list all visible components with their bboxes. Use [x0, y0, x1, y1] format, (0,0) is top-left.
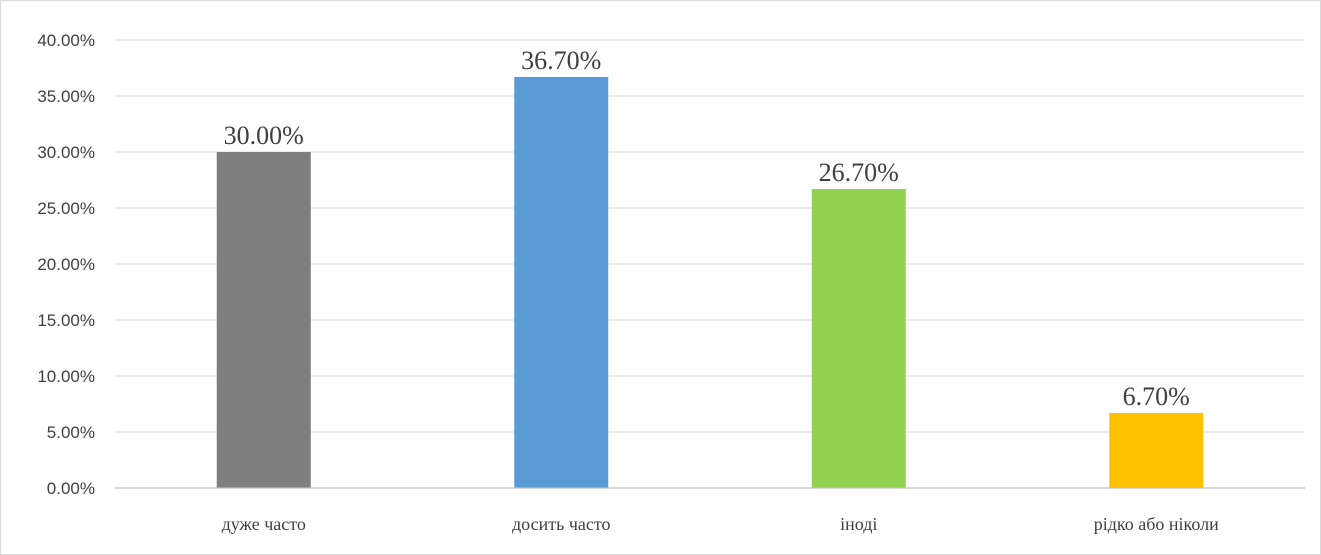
x-tick-label: досить часто — [512, 514, 610, 534]
y-tick-label: 20.00% — [37, 255, 95, 274]
y-tick-label: 30.00% — [37, 143, 95, 162]
data-label: 36.70% — [521, 46, 601, 75]
bar — [1109, 412, 1204, 488]
data-labels: 30.00% 36.70% 26.70% 6.70% — [224, 46, 1190, 411]
y-tick-label: 0.00% — [47, 479, 95, 498]
y-tick-label: 35.00% — [37, 87, 95, 106]
gridlines — [115, 39, 1305, 433]
x-axis-ticks: дуже часто досить часто іноді рідко або нік… — [222, 514, 1219, 534]
y-tick-label: 40.00% — [37, 31, 95, 50]
x-tick-label: дуже часто — [222, 514, 306, 534]
y-tick-label: 5.00% — [47, 423, 95, 442]
bar — [811, 188, 906, 488]
y-tick-label: 15.00% — [37, 311, 95, 330]
data-label: 30.00% — [224, 121, 304, 150]
y-axis-ticks: 0.00% 5.00% 10.00% 15.00% 20.00% 25.00% 30.00%… — [37, 31, 95, 498]
x-tick-label: рідко або ніколи — [1094, 514, 1219, 534]
data-label: 26.70% — [819, 158, 899, 187]
data-label: 6.70% — [1123, 382, 1190, 411]
bar — [514, 76, 609, 489]
bars — [216, 76, 1204, 489]
y-tick-label: 25.00% — [37, 199, 95, 218]
x-tick-label: іноді — [840, 514, 877, 534]
y-tick-label: 10.00% — [37, 367, 95, 386]
bar — [216, 152, 311, 488]
